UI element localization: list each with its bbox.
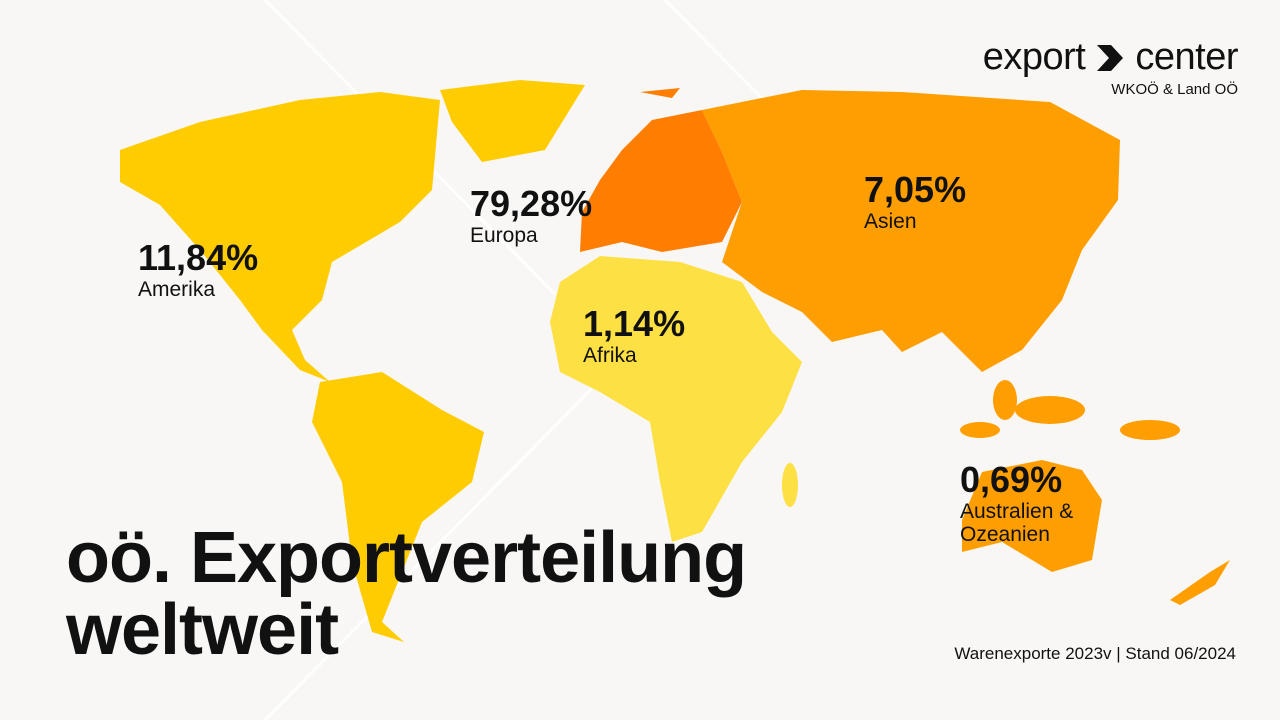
label-asien: 7,05% Asien xyxy=(864,169,967,234)
share-australien: 0,69% xyxy=(960,459,1063,500)
share-europa: 79,28% xyxy=(470,183,593,224)
name-asien: Asien xyxy=(864,210,917,233)
share-asien: 7,05% xyxy=(864,169,967,210)
name-europa: Europa xyxy=(470,224,538,247)
source-note: Warenexporte 2023v | Stand 06/2024 xyxy=(954,644,1236,663)
export-center-logo: export center WKOÖ & Land OÖ xyxy=(982,36,1239,98)
share-afrika: 1,14% xyxy=(583,303,686,344)
logo-text-left: export xyxy=(982,36,1086,78)
title-line-2: weltweit xyxy=(66,590,339,670)
region-asien xyxy=(702,90,1180,440)
region-afrika xyxy=(550,256,802,542)
page-title: oö. Exportverteilung weltweit xyxy=(66,518,747,670)
logo-text-right: center xyxy=(1135,36,1238,78)
label-amerika: 11,84% Amerika xyxy=(138,237,259,302)
label-afrika: 1,14% Afrika xyxy=(583,303,686,368)
region-amerika xyxy=(120,80,585,642)
logo-subtitle: WKOÖ & Land OÖ xyxy=(1111,81,1238,98)
name-afrika: Afrika xyxy=(583,344,637,367)
region-europa xyxy=(580,88,742,252)
name-australien: Australien & Ozeanien xyxy=(960,500,1074,547)
label-australien: 0,69% Australien & Ozeanien xyxy=(960,459,1110,547)
share-amerika: 11,84% xyxy=(138,237,259,278)
title-line-1: oö. Exportverteilung xyxy=(66,518,747,598)
label-europa: 79,28% Europa xyxy=(470,183,593,248)
region-australien-ozeanien xyxy=(962,460,1230,605)
name-amerika: Amerika xyxy=(138,278,216,301)
chevron-right-icon xyxy=(1097,44,1124,71)
